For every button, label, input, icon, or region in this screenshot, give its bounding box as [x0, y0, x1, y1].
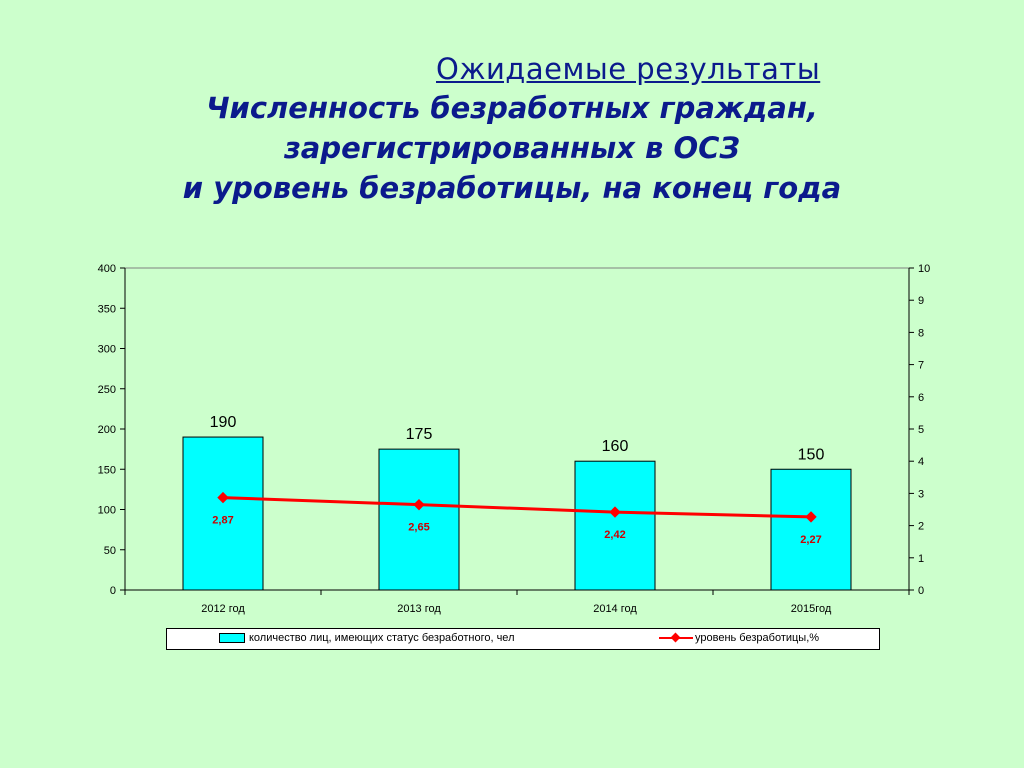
line-point-2 [413, 498, 425, 511]
line-point-1 [217, 491, 229, 504]
legend-label-line: уровень безработицы,% [695, 632, 820, 644]
y-left-tick-label: 200 [98, 424, 116, 436]
bar-value-label: 190 [210, 414, 237, 431]
line-value-label: 2,27 [800, 534, 821, 546]
y-right-tick-label: 1 [918, 553, 924, 565]
legend-item-line: уровень безработицы,% [659, 632, 819, 644]
y-right-tick-label: 9 [918, 295, 924, 307]
y-left-tick-label: 400 [98, 263, 116, 275]
bar-4 [770, 468, 852, 591]
line-point-4 [805, 511, 817, 523]
x-tick-label: 2013 год [397, 603, 441, 615]
y-left-tick-label: 250 [98, 384, 116, 396]
y-right-tick-label: 5 [918, 424, 924, 436]
legend-item-bars: количество лиц, имеющих статус безработн… [219, 632, 514, 644]
bar-value-label: 150 [798, 446, 825, 463]
y-right-tick-label: 6 [918, 392, 924, 404]
bar-value-label: 160 [602, 438, 629, 455]
line-value-label: 2,87 [212, 515, 233, 527]
legend-swatch-line [659, 632, 693, 643]
y-left-tick-label: 100 [98, 505, 116, 517]
slide-overtitle: Ожидаемые результаты [436, 52, 821, 86]
x-tick-label: 2015год [791, 603, 832, 615]
y-right-tick-label: 3 [918, 488, 924, 500]
title-line-1: Численность безработных граждан, [206, 91, 818, 125]
x-tick-label: 2012 год [201, 603, 245, 615]
y-right-tick-label: 8 [918, 327, 924, 339]
y-right-tick-label: 0 [918, 585, 924, 597]
y-left-tick-label: 0 [110, 585, 116, 597]
unemployment-rate-line [222, 496, 812, 519]
y-left-tick-label: 50 [104, 545, 116, 557]
y-right-tick-label: 2 [918, 521, 924, 533]
y-left-tick-label: 300 [98, 344, 116, 356]
slide-title: Численность безработных граждан, зарегис… [0, 88, 1024, 208]
line-point-3 [609, 506, 621, 518]
bar-2 [378, 448, 460, 591]
x-tick-label: 2014 год [593, 603, 637, 615]
bar-1 [182, 436, 264, 591]
y-left-tick-label: 350 [98, 303, 116, 315]
title-line-2: зарегистрированных в ОСЗ [283, 131, 741, 165]
bar-value-label: 175 [406, 426, 433, 443]
y-right-tick-label: 10 [918, 263, 930, 275]
y-right-tick-label: 7 [918, 360, 924, 372]
line-value-label: 2,65 [408, 522, 429, 534]
y-left-tick-label: 150 [98, 464, 116, 476]
y-right-tick-label: 4 [918, 456, 924, 468]
bar-3 [574, 460, 656, 591]
chart-legend: количество лиц, имеющих статус безработн… [166, 628, 880, 650]
legend-label-bars: количество лиц, имеющих статус безработн… [249, 632, 515, 644]
legend-swatch-bars [219, 633, 245, 643]
title-line-3: и уровень безработицы, на конец года [182, 171, 842, 205]
line-value-label: 2,42 [604, 529, 625, 541]
